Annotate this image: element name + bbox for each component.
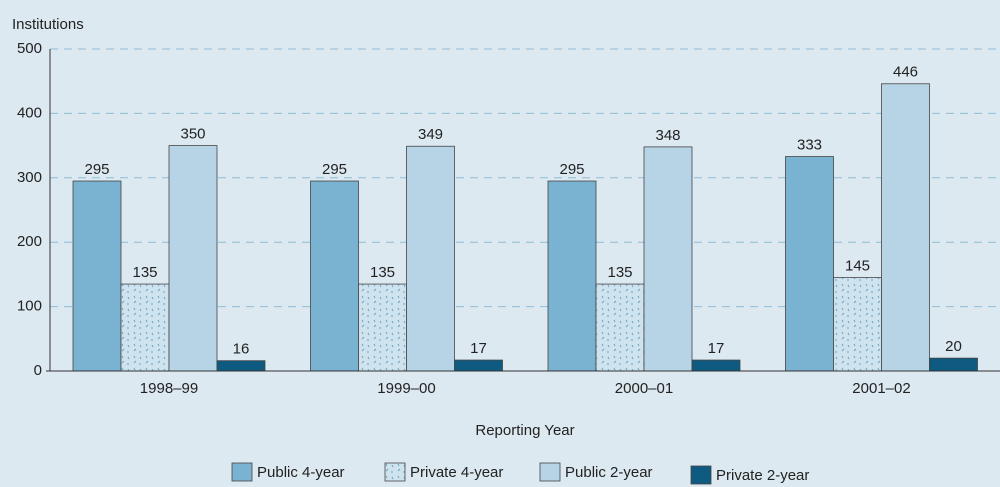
bar bbox=[833, 277, 882, 372]
bar bbox=[595, 283, 645, 372]
value-label: 20 bbox=[945, 338, 962, 355]
bar bbox=[72, 180, 122, 372]
legend-label: Public 4-year bbox=[257, 464, 345, 481]
value-label: 348 bbox=[655, 127, 680, 144]
bar bbox=[785, 156, 834, 372]
value-label: 145 bbox=[845, 258, 870, 275]
value-label: 17 bbox=[708, 340, 725, 357]
y-tick-label: 100 bbox=[17, 298, 42, 315]
bar bbox=[168, 145, 218, 372]
value-label: 135 bbox=[132, 264, 157, 281]
bar bbox=[881, 83, 930, 372]
value-label: 349 bbox=[418, 126, 443, 143]
value-label: 295 bbox=[84, 161, 109, 178]
y-tick-label: 500 bbox=[17, 40, 42, 57]
y-tick-label: 300 bbox=[17, 169, 42, 186]
x-tick-label: 2000–01 bbox=[615, 380, 673, 397]
x-axis-label: Reporting Year bbox=[475, 422, 574, 439]
bar bbox=[454, 359, 503, 372]
bar bbox=[216, 360, 266, 372]
y-axis-label: Institutions bbox=[12, 16, 84, 33]
legend-label: Private 4-year bbox=[410, 464, 503, 481]
legend-label: Private 2-year bbox=[716, 467, 809, 484]
y-tick-label: 400 bbox=[17, 104, 42, 121]
value-label: 16 bbox=[233, 341, 250, 358]
legend-label: Public 2-year bbox=[565, 464, 653, 481]
bar bbox=[929, 357, 978, 372]
value-label: 17 bbox=[470, 340, 487, 357]
value-label: 135 bbox=[607, 264, 632, 281]
bar bbox=[358, 283, 407, 372]
x-tick-label: 1998–99 bbox=[140, 380, 198, 397]
legend-swatch bbox=[539, 462, 561, 482]
bar bbox=[310, 180, 359, 372]
value-label: 333 bbox=[797, 137, 822, 154]
x-tick-label: 2001–02 bbox=[852, 380, 910, 397]
legend-swatch bbox=[384, 462, 406, 482]
value-label: 295 bbox=[559, 161, 584, 178]
value-label: 446 bbox=[893, 64, 918, 81]
value-label: 135 bbox=[370, 264, 395, 281]
bar bbox=[120, 283, 170, 372]
y-tick-label: 200 bbox=[17, 233, 42, 250]
bar bbox=[406, 145, 455, 372]
y-tick-label: 0 bbox=[34, 362, 42, 379]
bar bbox=[691, 359, 741, 372]
legend-swatch bbox=[690, 465, 712, 485]
x-tick-label: 1999–00 bbox=[377, 380, 435, 397]
bar bbox=[643, 146, 693, 372]
value-label: 295 bbox=[322, 161, 347, 178]
value-label: 350 bbox=[180, 126, 205, 143]
bar bbox=[547, 180, 597, 372]
legend-swatch bbox=[231, 462, 253, 482]
